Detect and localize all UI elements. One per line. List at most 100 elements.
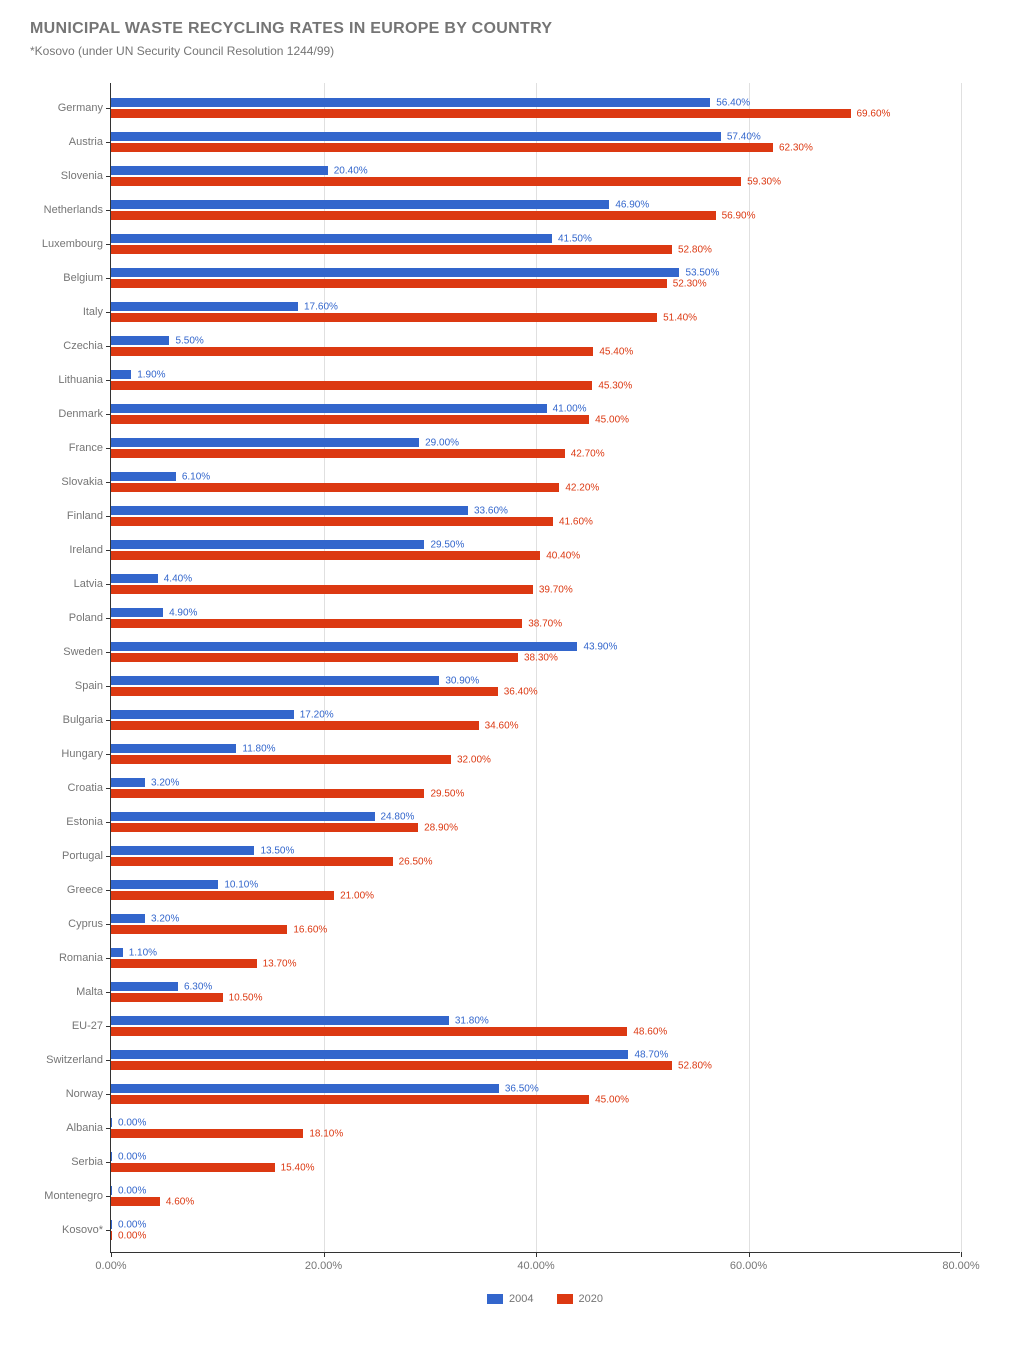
legend: 2004 2020: [110, 1293, 980, 1307]
bar-value-label: 18.10%: [309, 1128, 343, 1139]
table-row: Bulgaria17.20%34.60%: [111, 703, 960, 737]
bar-value-label: 11.80%: [242, 743, 275, 754]
bar: 5.50%: [111, 336, 169, 345]
bar-value-label: 39.70%: [539, 584, 573, 595]
bar-value-label: 32.00%: [457, 754, 491, 765]
bar: 48.60%: [111, 1027, 627, 1036]
legend-swatch: [557, 1294, 573, 1304]
y-axis-label: Hungary: [61, 748, 103, 760]
bar-value-label: 56.40%: [716, 97, 750, 108]
bar: 51.40%: [111, 313, 657, 322]
x-tick: [749, 1252, 750, 1257]
y-axis-label: Czechia: [63, 340, 103, 352]
table-row: Kosovo*0.00%0.00%: [111, 1213, 960, 1247]
bar-value-label: 17.60%: [304, 301, 338, 312]
bar: 18.10%: [111, 1129, 303, 1138]
legend-swatch: [487, 1294, 503, 1304]
bar: 29.00%: [111, 438, 419, 447]
bar: 41.50%: [111, 234, 552, 243]
y-axis-label: Austria: [69, 136, 103, 148]
bar: 10.10%: [111, 880, 218, 889]
table-row: Sweden43.90%38.30%: [111, 635, 960, 669]
table-row: France29.00%42.70%: [111, 431, 960, 465]
x-tick-label: 60.00%: [730, 1260, 767, 1272]
bar: 15.40%: [111, 1163, 275, 1172]
bar: 45.00%: [111, 1095, 589, 1104]
y-axis-label: Estonia: [66, 816, 103, 828]
y-axis-label: Poland: [69, 612, 103, 624]
bar-value-label: 41.60%: [559, 516, 593, 527]
table-row: Estonia24.80%28.90%: [111, 805, 960, 839]
bar-value-label: 33.60%: [474, 505, 508, 516]
bar: 56.90%: [111, 211, 716, 220]
table-row: Croatia3.20%29.50%: [111, 771, 960, 805]
bar: 38.70%: [111, 619, 522, 628]
bar: 52.80%: [111, 1061, 672, 1070]
bar-value-label: 48.60%: [633, 1026, 667, 1037]
table-row: EU-2731.80%48.60%: [111, 1009, 960, 1043]
bar-value-label: 36.50%: [505, 1083, 539, 1094]
y-axis-label: Portugal: [62, 850, 103, 862]
bar: 32.00%: [111, 755, 451, 764]
bar-value-label: 38.30%: [524, 652, 558, 663]
bar-value-label: 69.60%: [857, 108, 891, 119]
y-axis-label: Ireland: [69, 544, 103, 556]
bar-value-label: 4.40%: [164, 573, 192, 584]
bar-value-label: 46.90%: [615, 199, 649, 210]
y-axis-label: Cyprus: [68, 918, 103, 930]
bar: 52.30%: [111, 279, 667, 288]
table-row: Luxembourg41.50%52.80%: [111, 227, 960, 261]
bar-value-label: 1.90%: [137, 369, 165, 380]
bar: 13.70%: [111, 959, 257, 968]
y-axis-label: EU-27: [72, 1020, 103, 1032]
bar: 1.90%: [111, 370, 131, 379]
bar: 0.00%: [111, 1220, 112, 1229]
y-axis-label: Malta: [76, 986, 103, 998]
bar-value-label: 21.00%: [340, 890, 374, 901]
table-row: Portugal13.50%26.50%: [111, 839, 960, 873]
y-axis-label: Greece: [67, 884, 103, 896]
bar-value-label: 59.30%: [747, 176, 781, 187]
y-axis-label: Switzerland: [46, 1054, 103, 1066]
table-row: Romania1.10%13.70%: [111, 941, 960, 975]
bar-value-label: 10.50%: [229, 992, 263, 1003]
y-axis-label: Spain: [75, 680, 103, 692]
bar: 4.60%: [111, 1197, 160, 1206]
table-row: Netherlands46.90%56.90%: [111, 193, 960, 227]
bar-value-label: 17.20%: [300, 709, 334, 720]
bar: 17.20%: [111, 710, 294, 719]
bar-value-label: 4.60%: [166, 1196, 194, 1207]
bar-value-label: 0.00%: [118, 1219, 146, 1230]
bar-value-label: 3.20%: [151, 913, 179, 924]
table-row: Albania0.00%18.10%: [111, 1111, 960, 1145]
table-row: Lithuania1.90%45.30%: [111, 363, 960, 397]
bar-value-label: 24.80%: [381, 811, 415, 822]
bar-value-label: 45.00%: [595, 414, 629, 425]
y-axis-label: Bulgaria: [63, 714, 103, 726]
bar: 3.20%: [111, 914, 145, 923]
bar-value-label: 0.00%: [118, 1185, 146, 1196]
bar-value-label: 41.00%: [553, 403, 587, 414]
bar-value-label: 48.70%: [634, 1049, 668, 1060]
bar-value-label: 6.10%: [182, 471, 210, 482]
bar-value-label: 26.50%: [399, 856, 433, 867]
bar-value-label: 29.50%: [430, 539, 464, 550]
table-row: Belgium53.50%52.30%: [111, 261, 960, 295]
bar: 48.70%: [111, 1050, 628, 1059]
table-row: Hungary11.80%32.00%: [111, 737, 960, 771]
bar-value-label: 34.60%: [485, 720, 519, 731]
y-axis-label: Latvia: [74, 578, 103, 590]
bar: 20.40%: [111, 166, 328, 175]
bar: 42.20%: [111, 483, 559, 492]
bar-value-label: 52.80%: [678, 1060, 712, 1071]
legend-label: 2020: [579, 1293, 603, 1305]
table-row: Italy17.60%51.40%: [111, 295, 960, 329]
bar: 0.00%: [111, 1152, 112, 1161]
bar-value-label: 29.50%: [430, 788, 464, 799]
bar-value-label: 52.80%: [678, 244, 712, 255]
y-axis-label: Slovakia: [61, 476, 103, 488]
bar: 53.50%: [111, 268, 679, 277]
y-axis-label: Norway: [66, 1088, 103, 1100]
bar: 45.00%: [111, 415, 589, 424]
table-row: Finland33.60%41.60%: [111, 499, 960, 533]
